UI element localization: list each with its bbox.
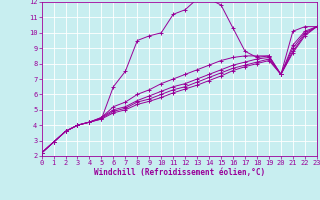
X-axis label: Windchill (Refroidissement éolien,°C): Windchill (Refroidissement éolien,°C) [94, 168, 265, 177]
